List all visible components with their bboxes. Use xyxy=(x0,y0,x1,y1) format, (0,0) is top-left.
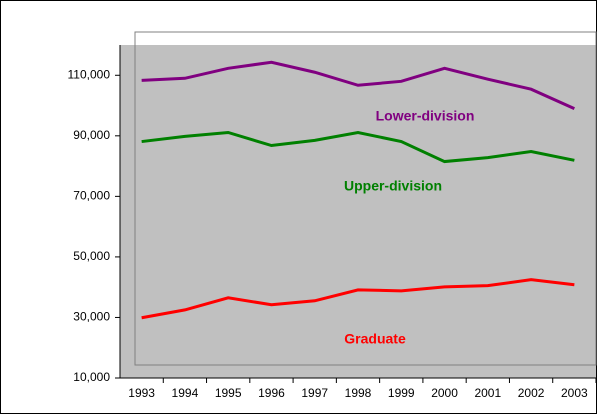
series-line xyxy=(141,60,575,110)
y-tick-label: 70,000 xyxy=(73,189,110,203)
plot-area xyxy=(120,45,596,378)
x-tick-label: 2002 xyxy=(518,386,545,400)
y-tick-label: 50,000 xyxy=(73,249,110,263)
x-tick-label: 2000 xyxy=(431,386,458,400)
x-tick-label: 1998 xyxy=(345,386,372,400)
series-line xyxy=(141,278,575,320)
x-tick-label: 2003 xyxy=(561,386,588,400)
series-label: Upper-division xyxy=(344,178,442,194)
y-tick-label: 110,000 xyxy=(68,67,111,81)
series-label: Lower-division xyxy=(376,108,475,124)
x-tick-label: 1994 xyxy=(172,386,199,400)
y-tick-label: 10,000 xyxy=(73,370,110,384)
plot-frame xyxy=(134,31,597,366)
x-tick-label: 1997 xyxy=(301,386,328,400)
x-tick-label: 1993 xyxy=(128,386,155,400)
y-tick-label: 30,000 xyxy=(73,310,110,324)
x-tick-label: 2001 xyxy=(474,386,501,400)
x-tick-label: 1996 xyxy=(258,386,285,400)
x-tick-label: 1995 xyxy=(215,386,242,400)
y-tick-label: 90,000 xyxy=(73,128,110,142)
x-tick-label: 1999 xyxy=(388,386,415,400)
series-label: Graduate xyxy=(344,331,406,347)
series-line xyxy=(141,130,575,164)
